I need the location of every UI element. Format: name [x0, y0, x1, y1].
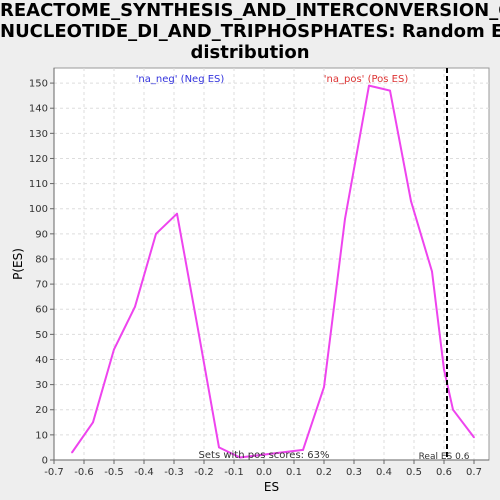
annotations: 'na_neg' (Neg ES) 'na_pos' (Pos ES) Sets w… [136, 68, 470, 462]
pos-scores-label: Sets with pos scores: 63% [199, 450, 330, 461]
y-tick-label: 120 [29, 154, 48, 165]
y-tick-label: 110 [29, 179, 48, 190]
x-tick-label: 0.0 [256, 467, 272, 478]
data-point [368, 84, 370, 87]
y-tick-label: 20 [35, 405, 48, 416]
data-point [218, 446, 220, 449]
x-tick-label: 0.1 [286, 467, 302, 478]
data-point [134, 305, 136, 308]
y-axis-title: P(ES) [11, 248, 25, 280]
data-point [323, 386, 325, 389]
data-point [443, 368, 445, 371]
x-tick-label: -0.6 [74, 467, 94, 478]
chart-title-line-3: distribution [190, 42, 310, 63]
chart-title: REACTOME_SYNTHESIS_AND_INTERCONVERSION_O… [0, 0, 500, 63]
data-point [239, 456, 241, 459]
x-tick-label: -0.5 [104, 467, 124, 478]
data-point [155, 232, 157, 235]
y-tick-label: 100 [29, 204, 48, 215]
x-tick-label: -0.7 [44, 467, 64, 478]
y-tick-label: 130 [29, 129, 48, 140]
data-point [410, 200, 412, 203]
data-point [92, 421, 94, 424]
data-point [389, 89, 391, 92]
x-tick-label: 0.4 [376, 467, 392, 478]
data-point [431, 270, 433, 273]
x-tick-label: 0.7 [466, 467, 482, 478]
neg-es-label: 'na_neg' (Neg ES) [136, 74, 225, 85]
data-point [302, 449, 304, 451]
y-tick-label: 140 [29, 104, 48, 115]
y-tick-label: 60 [35, 305, 48, 316]
y-tick-label: 70 [35, 280, 48, 291]
y-tick-label: 50 [35, 330, 48, 341]
data-point [452, 408, 454, 411]
x-tick-label: -0.1 [224, 467, 244, 478]
y-tick-label: 40 [35, 355, 48, 366]
x-tick-label: -0.4 [134, 467, 154, 478]
axes: -0.7 -0.6 -0.5 -0.4 -0.3 -0.2 -0.1 0.0 0.1 0.2 0.3… [11, 68, 489, 494]
x-axis-title: ES [264, 480, 279, 494]
data-point [176, 212, 178, 215]
x-tick-label: 0.6 [436, 467, 452, 478]
plot-area [53, 67, 490, 461]
x-tick-label: -0.2 [194, 467, 214, 478]
data-point [113, 348, 115, 351]
real-es-label: Real ES 0.6 [419, 452, 470, 462]
y-tick-label: 90 [35, 229, 48, 240]
data-point [344, 217, 346, 220]
series-layer [71, 84, 475, 459]
x-tick-label: 0.5 [406, 467, 422, 478]
chart-title-line-1: REACTOME_SYNTHESIS_AND_INTERCONVERSION_O… [0, 0, 500, 21]
y-tick-label: 150 [29, 79, 48, 90]
y-tick-label: 30 [35, 380, 48, 391]
x-tick-label: 0.2 [316, 467, 332, 478]
y-tick-label: 80 [35, 254, 48, 265]
y-tick-label: 0 [42, 456, 48, 467]
x-tick-label: 0.3 [346, 467, 362, 478]
data-point [197, 328, 199, 331]
y-tick-label: 10 [35, 430, 48, 441]
data-point [473, 436, 475, 439]
chart-title-line-2: NUCLEOTIDE_DI_AND_TRIPHOSPHATES: Random … [0, 21, 500, 42]
pos-es-label: 'na_pos' (Pos ES) [324, 74, 409, 85]
data-point [71, 451, 73, 454]
x-tick-label: -0.3 [164, 467, 184, 478]
